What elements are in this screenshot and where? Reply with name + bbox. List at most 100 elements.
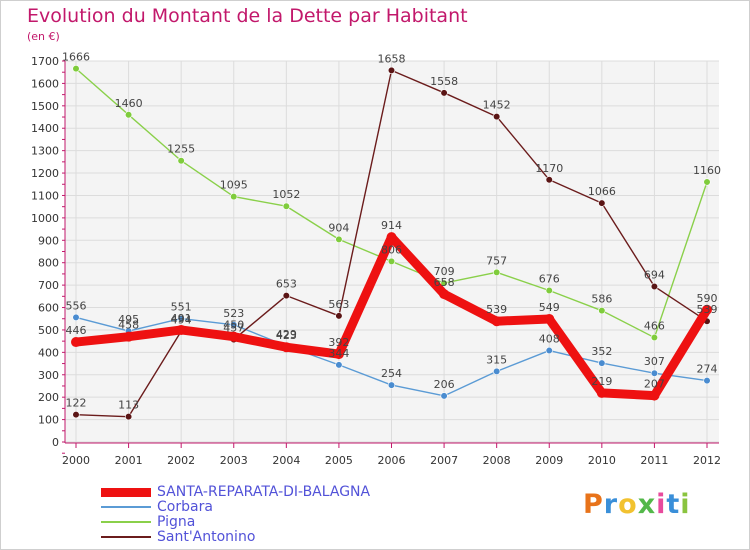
- data-label: 450: [223, 319, 244, 332]
- data-point: [72, 411, 80, 419]
- data-label: 495: [118, 313, 139, 326]
- data-label: 392: [328, 336, 349, 349]
- data-point: [230, 192, 238, 201]
- legend-swatch: [101, 506, 151, 508]
- data-label: 1255: [167, 143, 195, 156]
- x-tick-label: 2011: [640, 454, 668, 467]
- y-tick-label: 1400: [31, 122, 59, 135]
- data-point: [703, 376, 711, 385]
- data-point: [598, 199, 606, 207]
- x-tick-label: 2012: [693, 454, 721, 467]
- legend-label: Pigna: [157, 514, 196, 530]
- data-label: 914: [381, 219, 402, 232]
- data-label: 523: [223, 307, 244, 320]
- data-point: [440, 392, 448, 400]
- data-point: [335, 361, 343, 369]
- data-point: [598, 359, 606, 367]
- y-tick-label: 700: [38, 279, 59, 292]
- y-tick-label: 100: [38, 414, 59, 427]
- y-tick-label: 300: [38, 369, 59, 382]
- data-point: [282, 292, 290, 300]
- x-tick-label: 2005: [325, 454, 353, 467]
- y-tick-label: 1200: [31, 167, 59, 180]
- data-label: 1160: [693, 164, 721, 177]
- data-label: 207: [644, 378, 665, 391]
- legend-label: Sant'Antonino: [157, 529, 256, 545]
- data-label: 429: [276, 328, 297, 341]
- data-point: [123, 331, 134, 342]
- data-label: 590: [697, 292, 718, 305]
- data-label: 307: [644, 355, 665, 368]
- data-point: [335, 312, 343, 320]
- data-label: 563: [328, 298, 349, 311]
- y-tick-label: 600: [38, 302, 59, 315]
- data-point: [124, 111, 133, 119]
- data-label: 694: [644, 268, 665, 281]
- data-label: 1095: [220, 179, 248, 192]
- data-point: [650, 369, 659, 377]
- x-tick-label: 2010: [588, 454, 616, 467]
- legend-label: Corbara: [157, 499, 213, 515]
- data-point: [598, 307, 606, 315]
- y-tick-label: 1100: [31, 189, 59, 202]
- data-point: [493, 268, 501, 276]
- y-tick-label: 800: [38, 257, 59, 270]
- x-tick-label: 2007: [430, 454, 458, 467]
- y-tick-label: 1700: [31, 55, 59, 68]
- data-label: 458: [118, 319, 139, 332]
- data-point: [596, 387, 607, 398]
- data-point: [650, 333, 659, 342]
- legend: SANTA-REPARATA-DI-BALAGNA Corbara Pigna San…: [101, 485, 441, 545]
- data-point: [333, 349, 344, 360]
- data-point: [177, 314, 185, 323]
- data-label: 113: [118, 399, 139, 412]
- data-label: 904: [328, 221, 349, 234]
- data-label: 539: [697, 303, 718, 316]
- data-label: 1658: [378, 52, 406, 65]
- legend-item: Sant'Antonino: [101, 530, 441, 545]
- x-tick-label: 2003: [220, 454, 248, 467]
- data-point: [493, 367, 501, 376]
- data-label: 494: [171, 313, 192, 326]
- data-label: 658: [434, 276, 455, 289]
- legend-swatch: [101, 521, 151, 523]
- data-label: 653: [276, 278, 297, 291]
- data-point: [650, 282, 659, 291]
- data-label: 1066: [588, 185, 616, 198]
- data-label: 254: [381, 367, 402, 380]
- data-label: 549: [539, 301, 560, 314]
- x-tick-label: 2000: [62, 454, 90, 467]
- data-point: [703, 178, 711, 186]
- data-label: 315: [486, 353, 507, 366]
- chart-title: Evolution du Montant de la Dette par Hab…: [27, 5, 468, 27]
- data-point: [387, 381, 396, 389]
- x-tick-label: 2001: [115, 454, 143, 467]
- x-tick-label: 2009: [535, 454, 563, 467]
- grid-lines: [65, 60, 719, 443]
- legend-item: Pigna: [101, 515, 441, 530]
- data-point: [335, 235, 343, 243]
- data-point: [387, 66, 396, 75]
- data-label: 1558: [430, 75, 458, 88]
- y-tick-label: 500: [38, 324, 59, 337]
- x-tick-label: 2002: [167, 454, 195, 467]
- legend-swatch: [101, 536, 151, 538]
- data-point: [228, 331, 239, 342]
- data-point: [71, 337, 81, 348]
- y-tick-label: 200: [38, 391, 59, 404]
- x-tick-label: 2008: [483, 454, 511, 467]
- data-label: 556: [66, 299, 87, 312]
- data-label: 709: [434, 265, 455, 278]
- data-label: 408: [539, 333, 560, 346]
- data-point: [72, 65, 80, 73]
- x-tick-label: 2004: [272, 454, 300, 467]
- y-tick-label: 1500: [31, 100, 59, 113]
- series-lines: [71, 65, 712, 421]
- y-tick-label: 1600: [31, 77, 59, 90]
- y-tick-label: 1000: [31, 212, 59, 225]
- legend-label: SANTA-REPARATA-DI-BALAGNA: [157, 484, 371, 500]
- legend-item: SANTA-REPARATA-DI-BALAGNA: [101, 485, 441, 500]
